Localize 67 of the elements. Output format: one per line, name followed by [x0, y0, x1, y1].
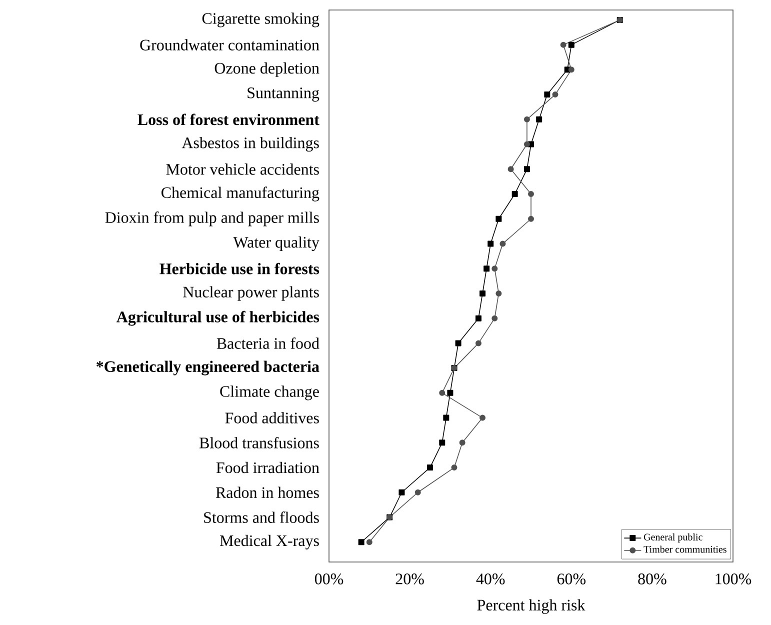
y-tick-label: Chemical manufacturing	[162, 186, 320, 202]
point	[524, 116, 530, 122]
point	[568, 42, 574, 48]
y-tick-label: Nuclear power plants	[183, 286, 319, 301]
point	[560, 42, 566, 48]
point	[451, 464, 458, 471]
y-tick-label: Suntanning	[248, 88, 320, 102]
y-tick-label: Motor vehicle accidents	[166, 164, 319, 175]
point	[480, 290, 486, 296]
point	[528, 216, 534, 222]
x-tick-label: 00%	[314, 574, 344, 584]
point	[488, 240, 494, 247]
point	[427, 464, 433, 471]
point	[414, 489, 421, 496]
y-tick-label: Radon in homes	[216, 486, 319, 498]
point	[544, 92, 550, 98]
point	[480, 414, 486, 421]
y-tick-label: Storms and floods	[204, 512, 319, 523]
point	[398, 489, 405, 496]
y-tick-label: Dioxin from pulp and paper mills	[105, 212, 319, 226]
point	[492, 266, 498, 272]
y-tick-label: Herbicide use in forests	[160, 262, 320, 274]
point	[512, 191, 518, 198]
point	[366, 539, 372, 546]
point	[524, 141, 530, 148]
x-tick-label: 80%	[638, 574, 666, 584]
point	[459, 440, 466, 446]
point	[358, 539, 364, 546]
point	[536, 116, 542, 122]
point	[455, 340, 462, 346]
point	[439, 390, 446, 396]
x-tick-label: 40%	[476, 574, 505, 584]
y-tick-label: Loss of forest environment	[138, 114, 320, 126]
point	[492, 315, 498, 322]
point	[568, 66, 574, 73]
y-tick-label: Asbestos in buildings	[182, 136, 319, 152]
y-tick-label: Ozone depletion	[214, 62, 320, 77]
point	[500, 240, 506, 247]
point	[484, 266, 490, 272]
point	[443, 414, 450, 421]
y-tick-label: Agricultural use of herbicides	[116, 310, 320, 326]
legend-label: Timber communities	[644, 546, 726, 553]
legend-label: General public	[644, 533, 702, 542]
y-tick-label: Blood transfusions	[199, 436, 319, 448]
point	[496, 290, 502, 296]
y-tick-label: Medical X-rays	[220, 534, 319, 550]
point	[496, 216, 502, 222]
y-tick-label: Bacteria in food	[216, 337, 320, 349]
y-tick-label: Food additives	[225, 412, 319, 424]
y-tick-label: Groundwater contamination	[140, 39, 320, 50]
y-tick-label: Water quality	[233, 236, 320, 252]
y-tick-label: Cigarette smoking	[202, 12, 320, 28]
y-tick-label: Food irradiation	[216, 462, 320, 474]
point	[552, 92, 558, 98]
point	[524, 166, 530, 172]
point	[528, 191, 534, 198]
point	[475, 315, 482, 322]
y-tick-label: *Genetically engineered bacteria	[96, 360, 320, 376]
point	[447, 390, 454, 396]
point	[475, 340, 482, 346]
x-tick-label: 60%	[557, 574, 586, 584]
x-tick-label: 100%	[716, 574, 752, 584]
x-tick-label: 20%	[396, 574, 424, 584]
point	[508, 166, 514, 172]
y-tick-label: Climate change	[220, 386, 319, 400]
point	[439, 440, 446, 446]
x-axis-title: Percent high risk	[477, 599, 586, 614]
